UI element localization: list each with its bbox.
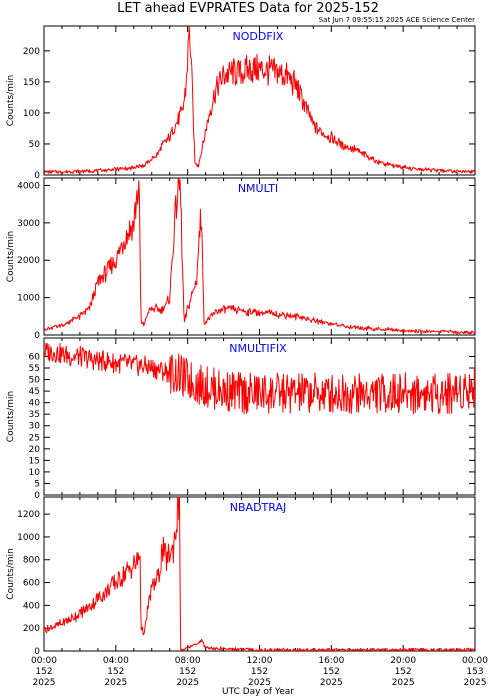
y-tick-label: 3000 <box>17 219 40 229</box>
panel-label: NMULTI <box>238 182 278 195</box>
panel-label: NODDFIX <box>233 30 284 43</box>
y-tick-label: 50 <box>29 376 41 386</box>
x-tick-time: 08:00 <box>175 656 201 666</box>
y-tick-label: 1000 <box>17 294 40 304</box>
y-axis-label: Counts/min <box>6 548 16 599</box>
y-tick-label: 20 <box>29 445 41 455</box>
timestamp-label: Sat Jun 7 09:55:15 2025 ACE Science Cent… <box>319 16 475 24</box>
x-tick-labels: 00:00152202504:00152202508:00152202512:0… <box>31 656 488 688</box>
y-tick-label: 50 <box>29 140 41 150</box>
x-tick-day: 152 <box>107 667 124 677</box>
y-tick-label: 30 <box>29 422 41 432</box>
series-line-nbadtraj <box>44 497 475 651</box>
x-tick-year: 2025 <box>104 678 127 688</box>
x-tick-year: 2025 <box>464 678 487 688</box>
x-tick-time: 00:00 <box>462 656 488 666</box>
x-tick-year: 2025 <box>320 678 343 688</box>
panel-noddfix: 0 50 100 150 200 Counts/min NODDFIX <box>6 25 476 181</box>
x-axis-label: UTC Day of Year <box>222 687 294 697</box>
x-tick-time: 00:00 <box>31 656 57 666</box>
x-tick-year: 2025 <box>33 678 56 688</box>
series-line-nmultifix <box>44 342 475 415</box>
y-tick-label: 1200 <box>17 510 40 520</box>
y-tick-label: 5 <box>34 479 40 489</box>
y-tick-label: 400 <box>23 601 40 611</box>
y-tick-label: 25 <box>29 433 40 443</box>
x-tick-year: 2025 <box>248 678 271 688</box>
x-tick-time: 16:00 <box>318 656 344 666</box>
y-tick-label: 200 <box>23 47 40 57</box>
y-tick-label: 800 <box>23 556 40 566</box>
y-tick-label: 2000 <box>17 256 40 266</box>
x-tick-year: 2025 <box>176 678 199 688</box>
x-tick-time: 20:00 <box>390 656 416 666</box>
x-tick-day: 152 <box>35 667 52 677</box>
panel-frame <box>43 496 476 652</box>
panel-nmultifix: 051015202530354045505560Counts/minNMULTI… <box>6 337 476 501</box>
y-tick-label: 35 <box>29 410 40 420</box>
y-tick-label: 200 <box>23 624 40 634</box>
panel-frame <box>43 25 476 176</box>
y-tick-label: 45 <box>29 387 40 397</box>
y-axis-label: Counts/min <box>6 391 16 442</box>
y-tick-label: 0 <box>34 171 40 181</box>
x-tick-time: 12:00 <box>247 656 273 666</box>
x-tick-year: 2025 <box>392 678 415 688</box>
figure-title: LET ahead EVPRATES Data for 2025-152 <box>117 1 379 16</box>
y-tick-label: 150 <box>23 78 40 88</box>
x-tick-day: 152 <box>179 667 196 677</box>
y-tick-label: 0 <box>34 491 40 501</box>
x-tick-day: 152 <box>251 667 268 677</box>
y-tick-label: 55 <box>29 364 40 374</box>
panel-nmulti: 0 1000 2000 3000 4000 Counts/min NMULTI <box>6 177 476 341</box>
x-tick-time: 04:00 <box>103 656 129 666</box>
y-tick-label: 40 <box>29 399 41 409</box>
chart-panels: 050100150200Counts/minNODDFIX01000200030… <box>6 25 488 688</box>
panel-label: NBADTRAJ <box>230 501 286 514</box>
y-tick-label: 10 <box>29 468 41 478</box>
y-axis-label: Counts/min <box>6 231 16 282</box>
panel-label: NMULTIFIX <box>229 342 287 355</box>
y-tick-label: 0 <box>34 647 40 657</box>
series-line-nmulti <box>44 178 475 335</box>
y-tick-label: 600 <box>23 579 40 589</box>
x-tick-day: 153 <box>466 667 483 677</box>
y-tick-label: 0 <box>34 331 40 341</box>
y-axis-label: Counts/min <box>6 75 16 126</box>
x-tick-day: 152 <box>323 667 340 677</box>
panel-nbadtraj: 0 200 400 600 800 1000 1200 Counts/min NBADTRAJ <box>6 496 476 657</box>
x-tick-day: 152 <box>395 667 412 677</box>
y-tick-label: 60 <box>29 352 41 362</box>
y-tick-label: 15 <box>29 456 40 466</box>
series-line-noddfix <box>44 26 475 174</box>
y-tick-label: 100 <box>23 109 40 119</box>
y-tick-label: 4000 <box>17 181 40 191</box>
y-tick-label: 1000 <box>17 533 40 543</box>
